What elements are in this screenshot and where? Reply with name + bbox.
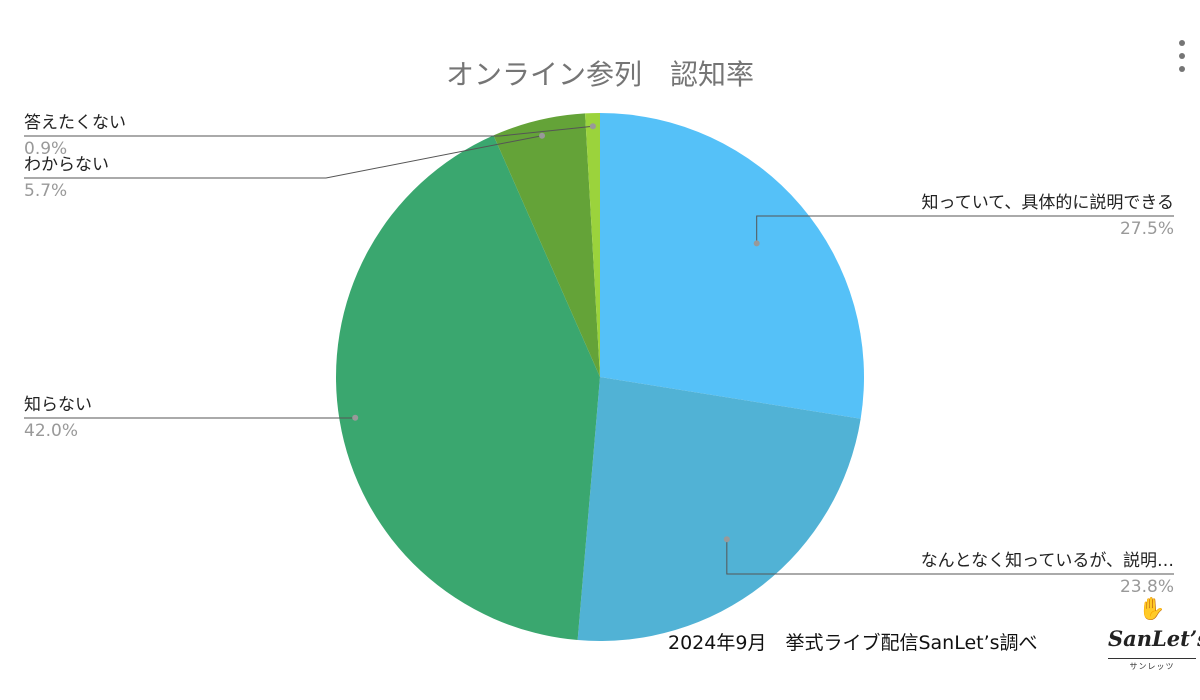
slice-percent-label: 42.0% [24,421,78,441]
callout-dot [352,414,359,421]
slice-percent-label: 23.8% [1120,577,1174,597]
sanlets-logo: ✋ SanLet’s サンレッツ [1106,597,1200,688]
slice-percent-label: 27.5% [1120,219,1174,239]
callout-dot [539,132,546,139]
callout-line [24,125,593,137]
pie-slice[interactable] [577,377,861,641]
slice-label: なんとなく知っているが、説明… [921,551,1174,571]
logo-divider [1108,658,1196,659]
kebab-menu-icon[interactable] [1172,40,1192,72]
pie-slice[interactable] [493,113,600,377]
slice-percent-label: 0.9% [24,139,67,159]
pie-slices [335,113,865,641]
callout-dot [753,240,760,247]
callout-line [24,135,543,179]
logo-subtext: サンレッツ [1129,662,1175,671]
callout-line [756,215,1174,244]
menu-dot [1179,40,1185,46]
logo-wordmark: SanLet’s [1108,626,1200,651]
pie-labels: 知っていて、具体的に説明できる 27.5% なんとなく知っているが、説明… 23.8%… [24,113,1174,597]
callout-dot [723,536,730,543]
waving-hands-icon: ✋ [1138,597,1166,622]
pie-slice[interactable] [600,113,865,419]
chart-title: オンライン参列 認知率 [446,58,754,91]
slice-label: 答えたくない [24,113,126,133]
pie-slice[interactable] [335,135,600,641]
slice-label: 知っていて、具体的に説明できる [922,193,1174,213]
menu-dot [1179,66,1185,72]
menu-dot [1179,53,1185,59]
callout-dot [589,123,596,130]
pie-slice[interactable] [585,113,600,377]
slice-label: わからない [24,155,109,175]
source-caption: 2024年9月 挙式ライブ配信SanLet’s調べ [668,632,1038,654]
slice-percent-label: 5.7% [24,181,67,201]
callout-line [726,539,1174,575]
slice-label: 知らない [24,395,92,415]
